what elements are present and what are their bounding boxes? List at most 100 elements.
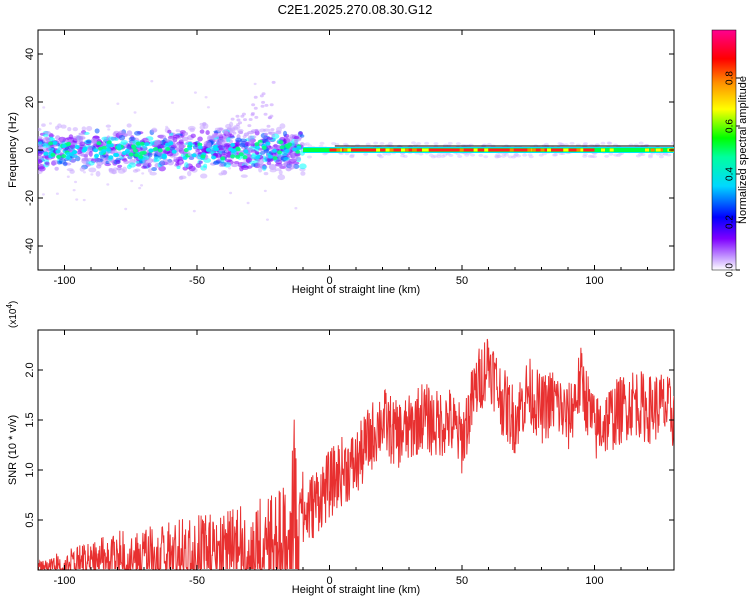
spectrogram-cell — [294, 152, 301, 157]
spectrogram-cell — [592, 155, 598, 159]
spectrogram-cell — [79, 166, 85, 172]
spectrogram-cell — [187, 146, 193, 151]
spectrogram-cell — [226, 152, 232, 158]
spectrogram-cell — [122, 166, 128, 173]
spectrogram-cell — [582, 154, 588, 158]
spectrogram-cell — [76, 135, 84, 141]
spectrogram-cell — [78, 132, 86, 136]
spectrogram-cell — [65, 152, 71, 157]
spectrogram-cell — [254, 115, 259, 119]
spectrogram-cell — [167, 129, 172, 134]
spectrogram-cell — [552, 153, 558, 157]
snr-x-ticks: -100 -50 0 50 100 — [37, 330, 675, 587]
spectrogram-cell — [400, 154, 406, 158]
colorbar-ticks: 0.0 0.2 0.4 0.6 0.8 — [725, 71, 740, 277]
spectrogram-line-seg — [509, 148, 514, 152]
spectrogram-cell — [235, 154, 241, 159]
spectrogram-cell — [298, 131, 303, 135]
spectrogram-cell — [204, 96, 208, 99]
spectrogram-cell — [220, 170, 228, 176]
spectrogram-cell — [283, 161, 290, 167]
spectrogram-cell — [144, 142, 150, 147]
spectrogram-cell — [153, 147, 159, 152]
spectrogram-cell — [293, 163, 300, 169]
spectrogram-cell — [54, 166, 59, 171]
spectrogram-cell — [58, 136, 67, 143]
spectrogram-cell — [263, 135, 268, 139]
spectrogram-cell — [507, 155, 513, 159]
spectrogram-cell — [41, 123, 46, 127]
spectrogram-cell — [65, 137, 74, 141]
spectrogram-cell — [230, 117, 235, 121]
snr-multiplier: (x104) — [5, 301, 19, 328]
spectrogram-marks — [38, 80, 674, 221]
spectrogram-cell — [118, 130, 125, 136]
spectrogram-cell — [349, 153, 355, 157]
spectrogram-cell — [70, 159, 76, 164]
spectrogram-cell — [217, 144, 225, 151]
spectrogram-cell — [172, 136, 178, 143]
spectrogram-cell — [659, 152, 665, 156]
spectrogram-cell — [148, 148, 154, 153]
spectrogram-cell — [60, 124, 67, 129]
snr-y-tick-label: 0.5 — [24, 512, 36, 527]
spectrogram-cell — [105, 143, 111, 148]
spectrogram-cell — [197, 145, 203, 150]
spectrogram-cell — [41, 193, 45, 196]
spectrogram-cell — [43, 151, 49, 156]
spectrogram-cell — [187, 125, 196, 131]
spectrogram-y-tick-label: 40 — [24, 48, 36, 60]
spectrogram-cell — [211, 155, 217, 160]
spectrogram-cell — [382, 152, 388, 156]
spectrogram-cell — [377, 153, 383, 157]
spectrogram-cell — [95, 170, 101, 177]
spectrogram-cell — [293, 135, 300, 140]
spectrogram-cell — [607, 141, 613, 145]
spectrogram-cell — [151, 167, 157, 172]
spectrogram-cell — [101, 145, 107, 150]
spectrogram-cell — [224, 158, 232, 163]
spectrogram-cell — [527, 153, 533, 157]
spectrogram-cell — [81, 126, 87, 131]
spectrogram-cell — [187, 170, 192, 177]
spectrogram-cell — [373, 141, 379, 145]
spectrogram-cell — [55, 192, 59, 195]
spectrogram-cell — [266, 161, 272, 166]
spectrogram-cell — [150, 80, 154, 83]
spectrogram-cell — [299, 163, 307, 170]
spectrogram-cell — [50, 152, 56, 157]
spectrogram-cell — [262, 128, 271, 132]
spectrogram-cell — [259, 94, 264, 98]
spectrogram-cell — [168, 146, 176, 151]
spectrogram-cell — [478, 153, 484, 157]
spectrogram-cell — [455, 152, 461, 156]
spectrogram-cell — [133, 153, 139, 158]
spectrogram-cell — [277, 174, 286, 181]
spectrogram-cell — [582, 152, 588, 156]
spectrogram-cell — [42, 136, 49, 143]
spectrogram-cell — [167, 159, 175, 166]
spectrogram-cell — [261, 165, 267, 171]
snr-y-tick-label: 2.0 — [24, 362, 36, 377]
spectrogram-cell — [365, 142, 371, 146]
spectrogram-cell — [108, 168, 115, 172]
spectrogram-cell — [501, 152, 507, 156]
spectrogram-cell — [135, 163, 142, 167]
spectrogram-cell — [236, 118, 241, 122]
spectrogram-line-seg — [421, 148, 426, 152]
spectrogram-cell — [233, 160, 240, 165]
spectrogram-cell — [349, 154, 355, 158]
colorbar-tick-label: 0.6 — [725, 119, 736, 133]
spectrogram-cell — [94, 153, 100, 158]
spectrogram-cell — [376, 153, 382, 157]
spectrogram-cell — [157, 148, 163, 153]
spectrogram-cell — [272, 148, 278, 153]
spectrogram-cell — [205, 147, 211, 152]
spectrogram-cell — [470, 153, 476, 157]
spectrogram-line-seg — [473, 148, 478, 152]
spectrogram-cell — [331, 141, 337, 145]
spectrogram-x-ticks: -100 -50 0 50 100 — [37, 30, 675, 287]
spectrogram-cell — [128, 152, 134, 157]
spectrogram-cell — [292, 147, 298, 152]
spectrogram-cell — [141, 165, 148, 169]
